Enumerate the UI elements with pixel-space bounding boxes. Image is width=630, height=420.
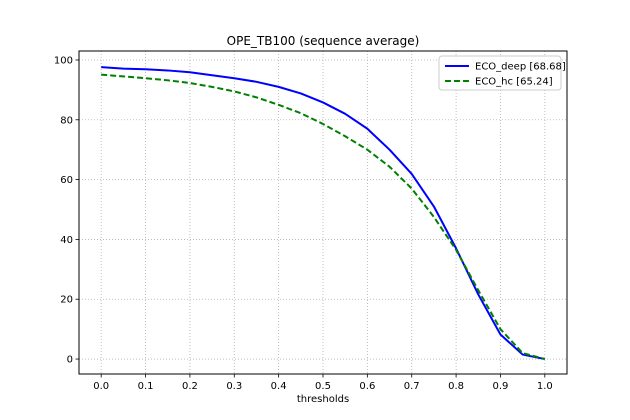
x-tick-label: 0.0 bbox=[93, 381, 109, 392]
x-tick-label: 0.6 bbox=[359, 381, 375, 392]
x-tick-label: 0.4 bbox=[271, 381, 287, 392]
x-tick-label: 0.8 bbox=[448, 381, 464, 392]
y-tick-label: 80 bbox=[60, 115, 73, 126]
y-tick-label: 60 bbox=[60, 175, 73, 186]
series-line-1 bbox=[101, 66, 546, 361]
x-tick-label: 1.0 bbox=[537, 381, 553, 392]
ticks: 0.0 0.1 0.2 0.3 0.4 0.5 0.6 0.7 0.8 0.9 1.0 0 20 40 60… bbox=[54, 55, 553, 392]
x-tick-label: 0.9 bbox=[493, 381, 509, 392]
x-tick-label: 0.5 bbox=[315, 381, 331, 392]
series-line-2 bbox=[101, 73, 546, 361]
y-tick-label: 20 bbox=[60, 295, 73, 306]
chart-title: OPE_TB100 (sequence average) bbox=[227, 34, 420, 48]
x-tick-label: 0.3 bbox=[226, 381, 242, 392]
x-tick-label: 0.2 bbox=[182, 381, 198, 392]
y-tick-label: 0 bbox=[67, 355, 73, 366]
grid bbox=[79, 51, 567, 374]
legend-box bbox=[438, 55, 562, 91]
series-lines bbox=[101, 66, 546, 361]
y-tick-label: 40 bbox=[60, 235, 73, 246]
y-tick-label: 100 bbox=[54, 55, 73, 66]
x-tick-label: 0.7 bbox=[404, 381, 420, 392]
legend-label-1: ECO_deep [68.68] bbox=[475, 62, 566, 73]
x-tick-label: 0.1 bbox=[138, 381, 154, 392]
legend: ECO_deep [68.68] ECO_hc [65.24] bbox=[438, 55, 566, 91]
x-axis-label: thresholds bbox=[297, 394, 349, 405]
legend-label-2: ECO_hc [65.24] bbox=[475, 77, 553, 88]
